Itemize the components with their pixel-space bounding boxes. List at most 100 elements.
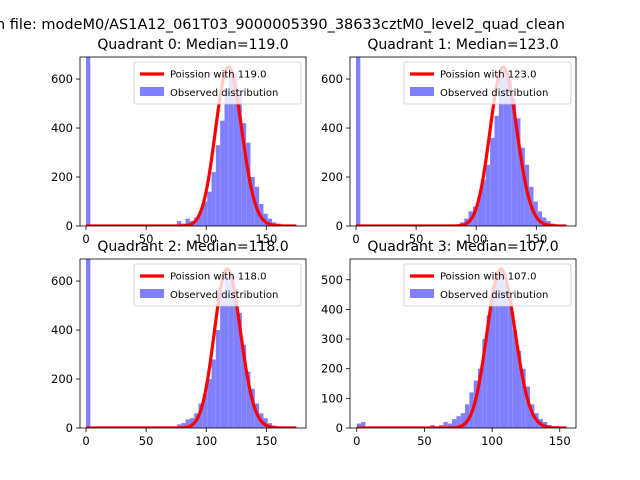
poisson-curve <box>356 267 567 428</box>
histogram-bar <box>465 404 470 428</box>
y-tick-label: 100 <box>321 391 343 405</box>
x-tick-label: 150 <box>255 434 277 448</box>
histogram-bar <box>228 281 234 428</box>
histogram-bar <box>198 211 203 226</box>
legend-label-observed: Observed distribution <box>170 88 278 99</box>
histogram-bar <box>228 71 234 226</box>
legend: Poission with 123.0 Observed distribution <box>403 61 572 105</box>
histogram-bar <box>516 350 522 428</box>
legend-patch-observed <box>410 289 434 298</box>
histogram-bar <box>520 147 525 226</box>
suptitle: n file: modeM0/AS1A12_061T03_9000005390_… <box>0 17 565 33</box>
histogram-bar <box>181 423 186 428</box>
histogram-bar <box>477 196 482 226</box>
x-tick-label: 0 <box>82 434 89 448</box>
x-tick-label: 50 <box>417 434 432 448</box>
y-tick-label: 200 <box>321 362 343 376</box>
histogram-bar <box>452 419 457 428</box>
histogram-bar <box>224 88 229 226</box>
histogram-bar <box>537 211 543 226</box>
histogram-bar <box>356 423 362 428</box>
histogram-bar <box>185 218 190 226</box>
histogram-bar <box>490 137 495 226</box>
y-tick-label: 0 <box>66 421 73 435</box>
legend: Poission with 119.0 Observed distribution <box>133 61 302 105</box>
x-tick-label: 100 <box>465 232 487 246</box>
legend-label-poisson: Poission with 119.0 <box>170 70 266 81</box>
histogram-bar <box>202 393 208 428</box>
histogram-bar <box>507 79 512 226</box>
histogram-bar <box>361 422 366 428</box>
histogram-bar <box>499 270 505 428</box>
histogram-bar <box>516 118 521 226</box>
histogram-bar <box>215 330 221 428</box>
y-tick-label: 400 <box>51 323 73 337</box>
histogram-bar <box>512 330 517 428</box>
x-tick-label: 50 <box>409 232 424 246</box>
histogram-bar <box>250 388 255 428</box>
histogram-bar <box>237 88 242 226</box>
histogram-bar <box>176 424 182 428</box>
histogram-bar <box>241 123 247 226</box>
x-tick-label: 100 <box>195 232 217 246</box>
legend-label-poisson: Poission with 118.0 <box>170 272 266 283</box>
plot-area <box>356 267 567 428</box>
histogram-bar <box>185 419 190 428</box>
subplot-title: Quadrant 0: Median=119.0 <box>97 37 288 53</box>
axes-frame <box>79 258 307 429</box>
legend-patch-observed <box>140 87 164 96</box>
plot-area <box>85 57 297 226</box>
histogram-bar <box>481 179 486 226</box>
legend-box <box>133 263 302 307</box>
legend: Poission with 107.0 Observed distribution <box>403 263 572 307</box>
subplot-0: 0 50 100 150 0 200 400 600 Quadrant 0: Median=11… <box>51 37 307 246</box>
y-tick-label: 400 <box>51 121 73 135</box>
x-tick-label: 100 <box>195 434 217 448</box>
histogram-bar <box>485 164 491 226</box>
histogram-bar <box>86 57 91 226</box>
histogram-bar <box>456 416 461 428</box>
histogram-bar <box>482 339 487 428</box>
histogram-bar <box>207 379 212 428</box>
histogram-bar <box>202 201 208 226</box>
histogram-bar <box>498 76 504 226</box>
histogram-bar <box>86 259 91 428</box>
y-tick-label: 300 <box>321 332 343 346</box>
histogram-bar <box>176 221 182 226</box>
x-tick-label: 150 <box>255 232 277 246</box>
histogram-bar <box>511 98 517 226</box>
histogram-bar <box>233 288 238 428</box>
histogram-bar <box>211 359 216 428</box>
y-tick-label: 200 <box>51 170 73 184</box>
x-tick-label: 0 <box>352 232 359 246</box>
subplot-title: Quadrant 2: Median=118.0 <box>97 239 288 255</box>
histogram-bar <box>443 422 448 428</box>
histogram-bar <box>525 386 530 428</box>
histogram-bar <box>224 276 229 428</box>
histogram-bar <box>504 282 509 428</box>
legend-box <box>403 61 572 105</box>
axes-frame <box>79 56 307 227</box>
x-tick-label: 0 <box>353 434 360 448</box>
legend-patch-observed <box>140 289 164 298</box>
x-tick-label: 100 <box>481 434 503 448</box>
y-tick-label: 600 <box>51 274 73 288</box>
y-tick-label: 0 <box>66 219 73 233</box>
histogram-bar <box>207 191 212 226</box>
histogram-bar <box>267 218 273 226</box>
histogram-bar <box>478 368 483 428</box>
histogram-bar <box>233 74 238 226</box>
histogram-bar <box>542 217 547 226</box>
y-tick-label: 400 <box>321 302 343 316</box>
histogram-bar <box>246 142 251 226</box>
histogram-bar <box>495 276 500 428</box>
histogram-bar <box>246 371 251 428</box>
legend-box <box>403 263 572 307</box>
subplot-3: 0 50 100 150 0 100 200 300 400 500 Quadrant 3: Med… <box>321 239 577 448</box>
histogram-bar <box>356 57 361 226</box>
legend: Poission with 118.0 Observed distribution <box>133 263 302 307</box>
y-tick-label: 200 <box>51 372 73 386</box>
histogram-bar <box>263 213 268 226</box>
y-tick-label: 600 <box>51 72 73 86</box>
